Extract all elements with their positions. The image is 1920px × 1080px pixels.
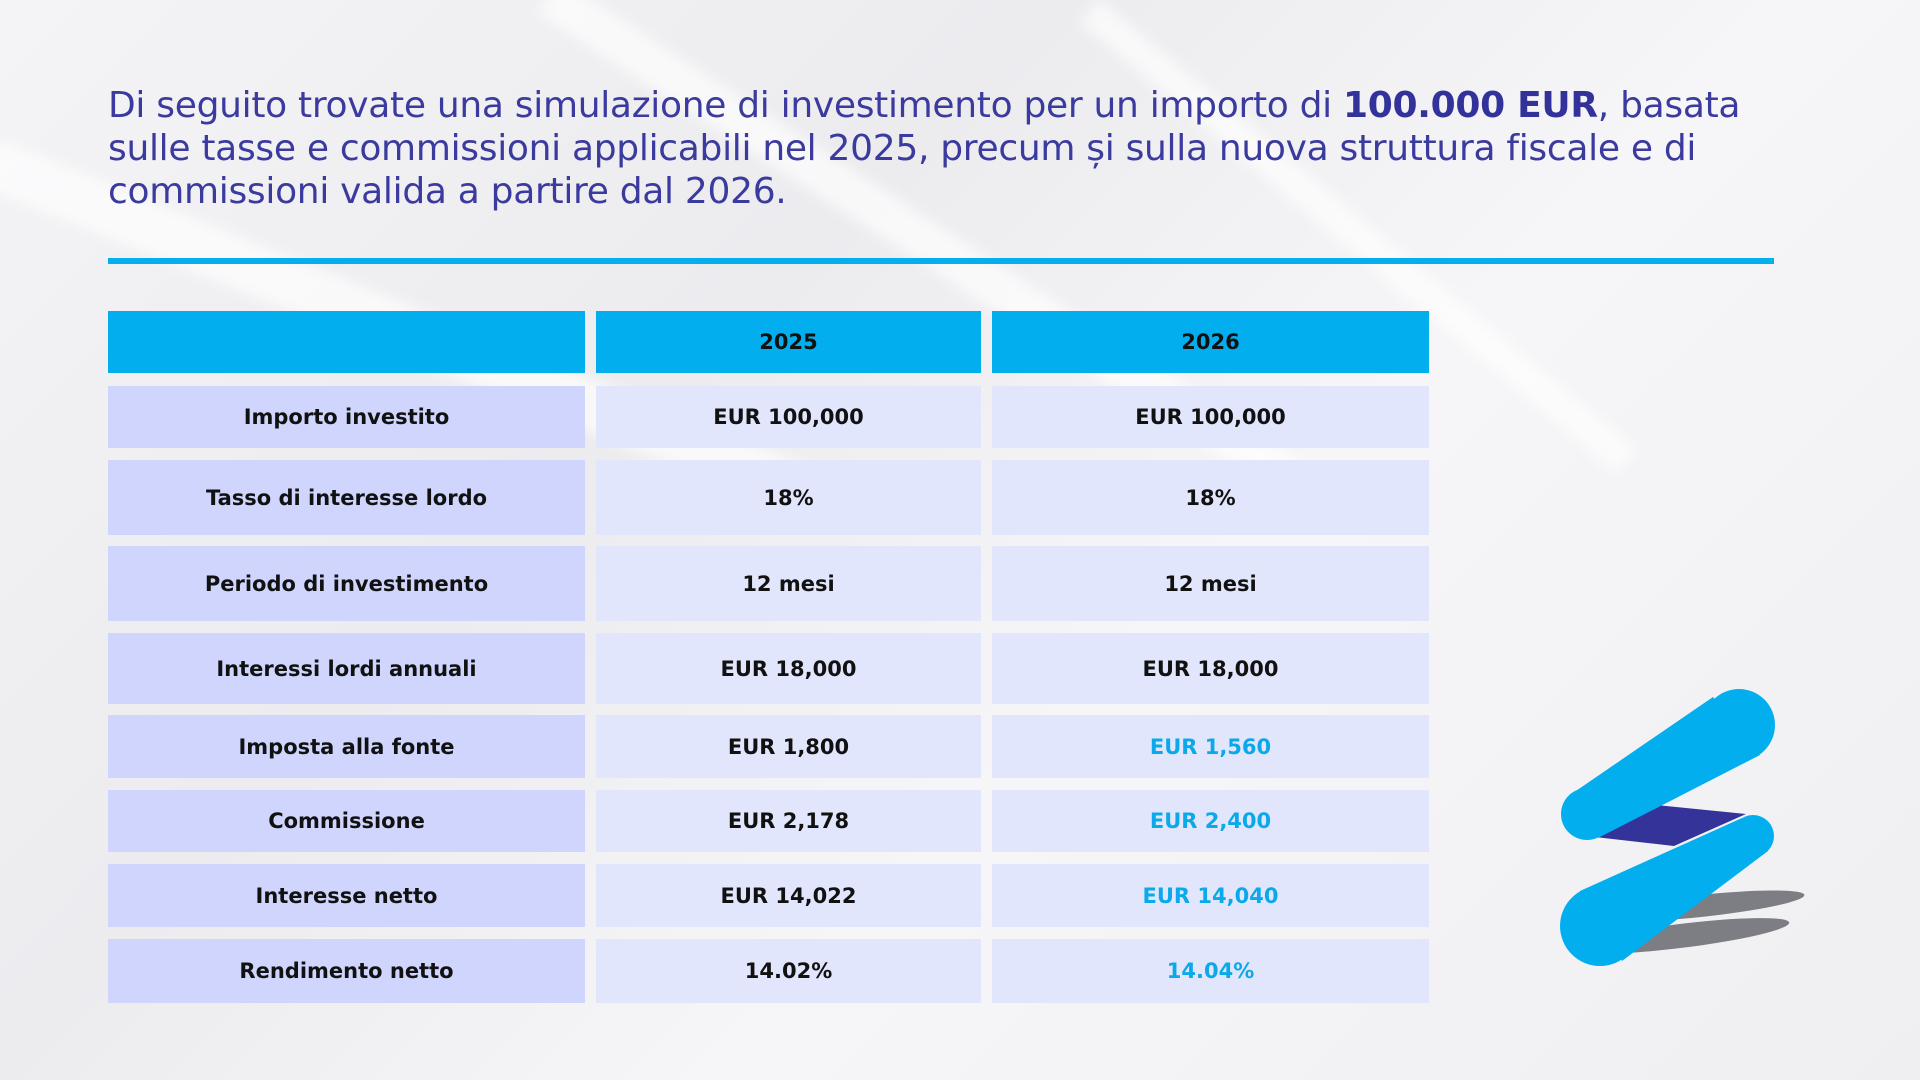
header-2026: 2026 (992, 311, 1429, 373)
investment-amount: 100.000 EUR (1343, 85, 1598, 126)
value-2025: 18% (596, 460, 981, 535)
value-2026: 18% (992, 460, 1429, 535)
value-2025: EUR 2,178 (596, 790, 981, 852)
value-2025: 14.02% (596, 939, 981, 1003)
value-2026: EUR 2,400 (992, 790, 1429, 852)
value-2026: EUR 100,000 (992, 386, 1429, 448)
row-label: Importo investito (108, 386, 585, 448)
header-blank (108, 311, 585, 373)
value-2026: 12 mesi (992, 546, 1429, 621)
row-label: Interesse netto (108, 864, 585, 927)
divider-rule (108, 258, 1774, 264)
intro-text: Di seguito trovate una simulazione di in… (108, 84, 1788, 213)
value-2025: EUR 1,800 (596, 715, 981, 778)
header-2025: 2025 (596, 311, 981, 373)
intro-text-end: , basata sulle tasse e commissioni appli… (108, 85, 1741, 212)
logo-top-stroke (1561, 689, 1775, 840)
logo-bottom-stroke (1560, 815, 1774, 966)
logo-dark-band (1586, 805, 1746, 846)
row-label: Imposta alla fonte (108, 715, 585, 778)
value-2025: EUR 14,022 (596, 864, 981, 927)
row-label: Commissione (108, 790, 585, 852)
value-2025: EUR 100,000 (596, 386, 981, 448)
row-label: Interessi lordi annuali (108, 633, 585, 704)
value-2026: EUR 18,000 (992, 633, 1429, 704)
value-2025: EUR 18,000 (596, 633, 981, 704)
value-2026: EUR 1,560 (992, 715, 1429, 778)
row-label: Periodo di investimento (108, 546, 585, 621)
row-label: Rendimento netto (108, 939, 585, 1003)
value-2026: 14.04% (992, 939, 1429, 1003)
value-2026: EUR 14,040 (992, 864, 1429, 927)
row-label: Tasso di interesse lordo (108, 460, 585, 535)
value-2025: 12 mesi (596, 546, 981, 621)
intro-text-start: Di seguito trovate una simulazione di in… (108, 85, 1344, 126)
